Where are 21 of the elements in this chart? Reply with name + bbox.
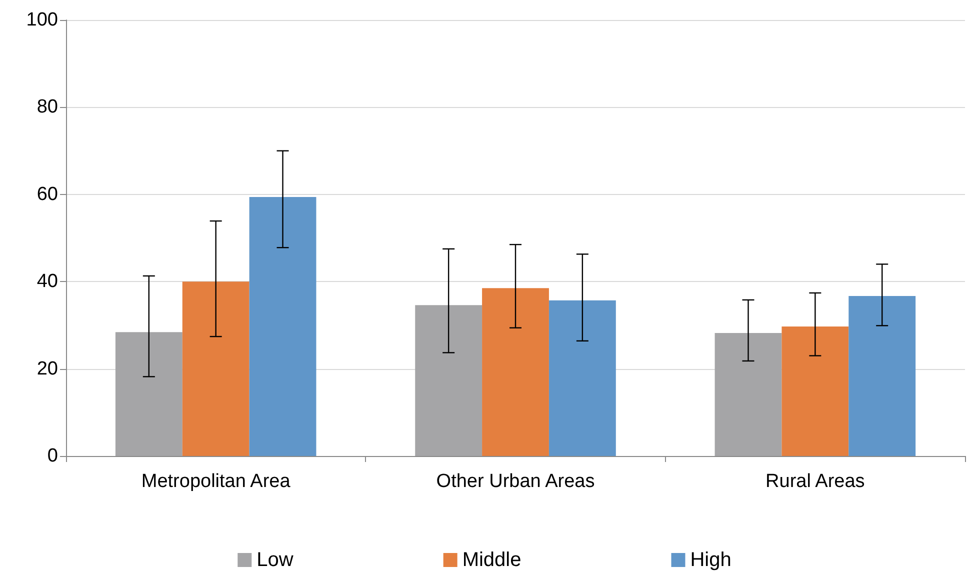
- bar: [115, 332, 182, 456]
- y-tick-label: 80: [36, 96, 58, 118]
- x-tick-label: Metropolitan Area: [141, 471, 291, 492]
- legend-label: Middle: [462, 549, 522, 571]
- bar: [182, 282, 250, 456]
- bar: [482, 288, 549, 456]
- bar: [782, 326, 849, 456]
- bar: [548, 300, 616, 456]
- bar: [848, 296, 916, 456]
- y-tick-label: 40: [36, 271, 58, 292]
- bar: [249, 197, 316, 456]
- y-tick-label: 60: [36, 184, 58, 205]
- bar: [714, 333, 782, 456]
- x-tick-label: Other Urban Areas: [436, 471, 595, 492]
- bar: [415, 305, 482, 456]
- x-tick-label: Rural Areas: [766, 471, 865, 492]
- legend-label: Low: [256, 549, 294, 571]
- y-tick-label: 100: [26, 10, 58, 30]
- y-tick-label: 20: [36, 358, 58, 380]
- y-tick-label: 0: [47, 446, 58, 466]
- legend-label: High: [690, 549, 732, 571]
